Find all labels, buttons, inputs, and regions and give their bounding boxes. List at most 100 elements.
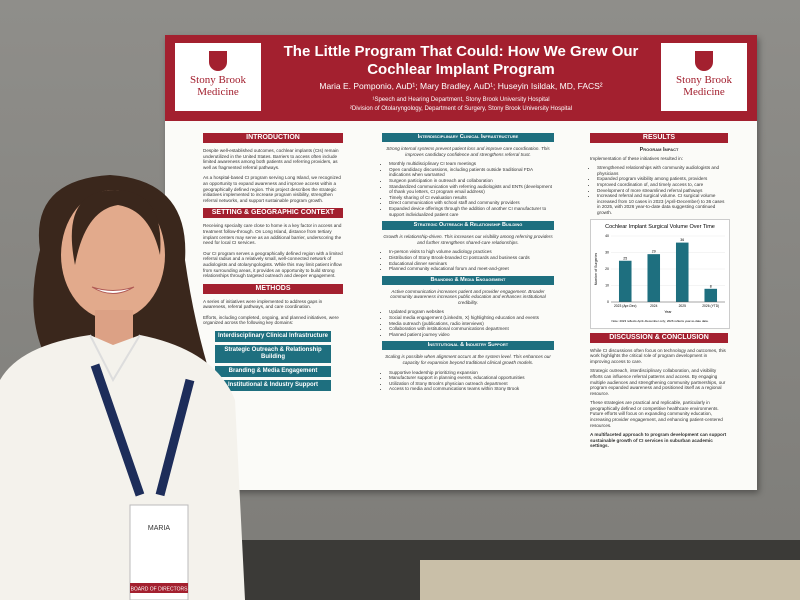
conclusion: A multifaceted approach to program devel… — [590, 432, 727, 449]
column: RESULTS Program Impact Implementation of t… — [590, 129, 730, 449]
section-heading: SETTING & GEOGRAPHIC CONTEXT — [203, 208, 343, 219]
section-heading: RESULTS — [590, 133, 728, 143]
y-axis-label: Number of Surgeries — [594, 252, 598, 285]
bullet-list: In-person visits to high volume audiolog… — [382, 249, 554, 271]
logo-shield — [695, 51, 713, 71]
logo-text: Medicine — [683, 86, 725, 98]
paragraph: As a hospital-based CI program serving L… — [203, 175, 341, 203]
lanyard — [90, 363, 195, 497]
bullet: Expanded program visibility among patien… — [597, 176, 728, 182]
paragraph: Strategic outreach, interdisciplinary co… — [590, 368, 726, 396]
bullet: Planned community educational forum and … — [389, 266, 554, 272]
column: Interdisciplinary Clinical Infrastructur… — [382, 129, 554, 395]
paragraph: Strong internal systems prevent patient … — [386, 146, 550, 157]
column: INTRODUCTION Despite well-established out… — [203, 129, 343, 394]
affiliation: ²Division of Otolaryngology, Department … — [349, 106, 573, 112]
logo-shield — [209, 51, 227, 71]
logo: Stony Brook Medicine — [661, 43, 747, 111]
chart-title: Cochlear Implant Surgical Volume Over Ti… — [605, 224, 715, 230]
bullet: Manufacturer support in planning events,… — [389, 375, 554, 381]
x-tick-label: 2025 — [679, 304, 687, 308]
paragraph: These strategies are practical and repli… — [590, 400, 723, 428]
bullet-list: Monthly multidisciplinary CI team meetin… — [382, 161, 554, 217]
bullet: Educational dinner seminars — [389, 261, 554, 267]
domain-box: Branding & Media Engagement — [215, 366, 331, 378]
floor — [420, 560, 800, 600]
bar-label: 29 — [652, 249, 656, 253]
bullet: Monthly multidisciplinary CI team meetin… — [389, 161, 554, 167]
badge-ribbon-text: BOARD OF DIRECTORS — [131, 587, 189, 593]
logo-text: Stony Brook — [676, 74, 732, 86]
bar — [675, 242, 689, 302]
section-heading: DISCUSSION & CONCLUSION — [590, 332, 728, 343]
bullet: Access to media and communications teams… — [389, 386, 554, 392]
paragraph: Despite well-established outcomes, cochl… — [203, 148, 339, 170]
y-tick-label: 30 — [605, 250, 609, 254]
poster: Stony Brook Medicine Stony Brook Medicine … — [165, 35, 757, 490]
bullet: Expanded device offerings through the ad… — [389, 206, 554, 217]
section-heading: METHODS — [203, 283, 343, 294]
badge-name: MARIA — [148, 525, 171, 532]
y-tick-label: 10 — [605, 283, 609, 287]
paragraph: Receiving specialty care close to home i… — [203, 223, 342, 246]
y-tick-label: 0 — [607, 300, 609, 304]
section-heading: Strategic Outreach & Relationship Buildi… — [382, 221, 554, 231]
bullet: Direct communication with school staff a… — [389, 200, 554, 206]
affiliation: ¹Speech and Hearing Department, Stony Br… — [372, 97, 550, 103]
logo-text: Medicine — [197, 86, 239, 98]
bar-label: 8 — [710, 284, 712, 288]
bullet: Timely sharing of CI evaluation results — [389, 195, 554, 201]
bullet: Surgeon participation in outreach and co… — [389, 178, 554, 184]
paragraph: Our CI program serves a geographically d… — [203, 250, 343, 279]
x-tick-label: 2024 — [650, 304, 658, 308]
bullet: Improved coordination of, and timely acc… — [597, 182, 728, 188]
bullet: Utilization of Stony Brook's physician o… — [389, 381, 554, 387]
bar-label: 36 — [680, 238, 684, 242]
logo: Stony Brook Medicine — [175, 43, 261, 111]
smile — [91, 286, 135, 294]
bullet-list: Strengthened relationships with communit… — [590, 165, 728, 215]
section-heading: INTRODUCTION — [203, 133, 343, 143]
bullet: Supportive leadership prioritizing expan… — [389, 370, 554, 376]
bar — [704, 288, 718, 302]
bullet: Updated program websites — [389, 309, 554, 315]
bullet: Strengthened relationships with communit… — [597, 165, 728, 176]
bullet-list: Supportive leadership prioritizing expan… — [382, 370, 554, 392]
poster-title: The Little Program That Could: How We Gr… — [283, 43, 639, 78]
paragraph: Scaling is possible when alignment occur… — [385, 354, 551, 366]
y-tick-label: 40 — [605, 234, 609, 238]
domain-box: Interdisciplinary Clinical Infrastructur… — [215, 331, 331, 343]
bullet: Collaboration with institutional communi… — [389, 326, 554, 332]
paragraph: Implementation of these initiatives resu… — [590, 155, 683, 161]
section-subheading: Program Impact — [639, 147, 679, 153]
chart-note: Note: 2023 reflects April–December only;… — [611, 319, 708, 323]
bar — [618, 260, 632, 302]
bullet-list: Updated program websitesSocial media eng… — [382, 309, 554, 337]
badge-ribbon — [130, 583, 188, 593]
y-tick-label: 20 — [605, 267, 609, 271]
x-tick-label: 2026 (YTD) — [702, 304, 719, 308]
bullet: Development of more streamlined referral… — [597, 188, 728, 194]
paragraph: Active communication increases patient a… — [390, 288, 546, 305]
authors: Maria E. Pomponio, AuD¹; Mary Bradley, A… — [319, 81, 603, 91]
domain-box: Institutional & Industry Support — [215, 380, 331, 392]
poster-header: Stony Brook Medicine Stony Brook Medicine … — [165, 35, 757, 121]
paragraph: Growth is relationship-driven. This incr… — [383, 234, 553, 245]
bullet: Media outreach (publications, radio inte… — [389, 321, 554, 327]
paragraph: Efforts, including completed, ongoing, a… — [203, 314, 339, 326]
shirt — [0, 335, 245, 600]
paragraph: A series of initiatives were implemented… — [203, 298, 323, 310]
chart: Cochlear Implant Surgical Volume Over Ti… — [590, 218, 730, 329]
bar-label: 25 — [623, 256, 627, 260]
bullet: In-person visits to high volume audiolog… — [389, 249, 554, 255]
x-axis-label: Year — [664, 310, 672, 314]
bullet: Standardized communication with referrin… — [389, 184, 554, 195]
hair — [71, 190, 161, 265]
bullet: Open candidacy discussions, including pa… — [389, 167, 554, 178]
bullet: Increased referral and surgical volume. … — [597, 193, 728, 215]
section-heading: Interdisciplinary Clinical Infrastructur… — [382, 133, 554, 142]
x-tick-label: 2023 (Apr-Dec) — [614, 304, 637, 308]
paragraph: While CI discussions often focus on tech… — [590, 347, 726, 364]
